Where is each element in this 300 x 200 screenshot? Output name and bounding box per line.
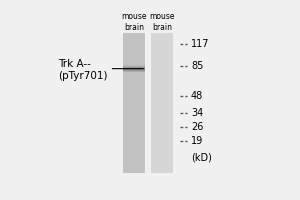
Text: 117: 117 <box>191 39 209 49</box>
Bar <box>123 70 145 71</box>
Text: 48: 48 <box>191 91 203 101</box>
Bar <box>123 33 145 173</box>
Text: 19: 19 <box>191 136 203 146</box>
Bar <box>123 69 145 70</box>
Text: 34: 34 <box>191 108 203 118</box>
Bar <box>151 33 173 173</box>
Text: 26: 26 <box>191 122 203 132</box>
Bar <box>123 65 145 66</box>
Text: 85: 85 <box>191 61 203 71</box>
Bar <box>123 66 145 67</box>
Text: mouse
brain: mouse brain <box>121 12 147 32</box>
Text: mouse
brain: mouse brain <box>149 12 175 32</box>
Bar <box>123 67 145 68</box>
Text: (kD): (kD) <box>191 152 212 162</box>
Text: Trk A--
(pTyr701): Trk A-- (pTyr701) <box>58 59 107 81</box>
Bar <box>123 68 145 69</box>
Bar <box>123 71 145 72</box>
